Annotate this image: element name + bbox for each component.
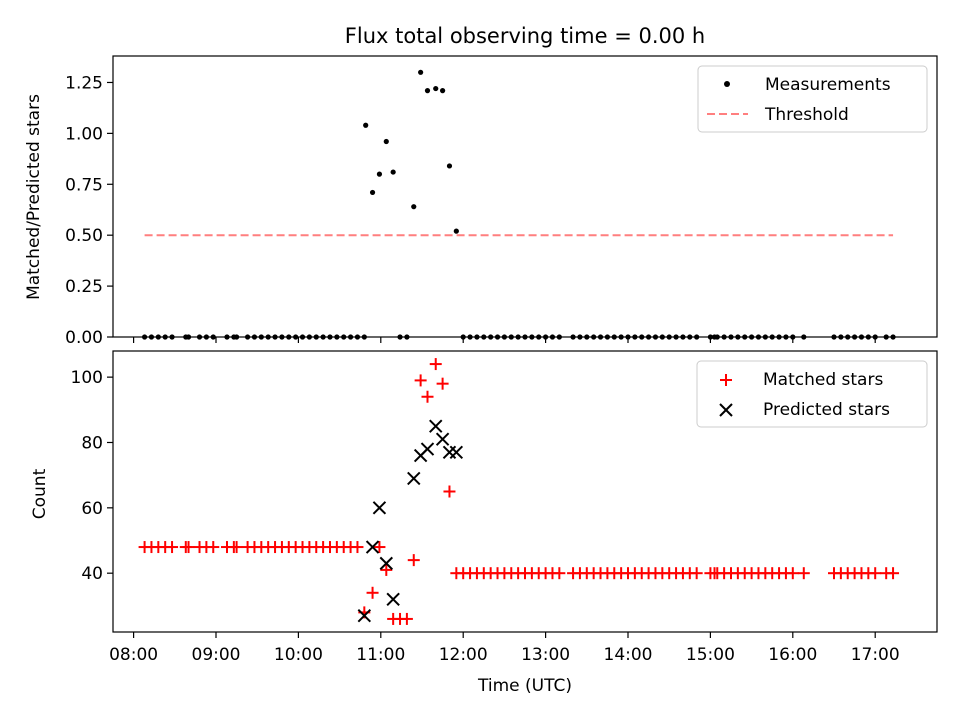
bottom-y-axis-label: Count xyxy=(30,468,50,519)
bottom-legend-box xyxy=(696,360,928,428)
top-panel: 0.00 0.25 0.50 0.75 1.00 1.25 Matched/Predict… xyxy=(24,55,938,348)
predicted-star-point-b xyxy=(372,501,387,515)
predicted-star-point xyxy=(365,540,380,554)
legend-predicted-label: Predicted stars xyxy=(763,400,890,420)
predicted-star-point-b xyxy=(386,592,400,607)
predicted-star-point xyxy=(386,592,400,607)
measurement-point xyxy=(440,88,446,94)
bottom-x-tick-label: 09:00 xyxy=(192,645,241,665)
bottom-y-tick-label: 40 xyxy=(81,564,103,584)
chart-title: Flux total observing time = 0.00 h xyxy=(345,24,705,48)
matched-star-point xyxy=(436,377,449,390)
legend-matched-label: Matched stars xyxy=(763,370,883,390)
measurement-point xyxy=(453,228,459,234)
bottom-legend: Matched stars Predicted stars xyxy=(696,360,928,428)
bottom-x-tick-label: 14:00 xyxy=(604,645,653,665)
bottom-y-tick-label: 60 xyxy=(81,499,103,519)
predicted-star-point xyxy=(372,501,387,515)
matched-star-point xyxy=(182,541,195,554)
bottom-axes-frame xyxy=(112,350,938,633)
bottom-x-tick-label: 17:00 xyxy=(851,645,900,665)
bottom-plot-marks xyxy=(138,358,900,625)
top-y-tick-label: 0.00 xyxy=(65,328,103,348)
matched-star-point xyxy=(207,541,220,554)
matched-star-point xyxy=(797,567,810,580)
matched-star-point xyxy=(786,567,799,580)
bottom-y-tick-label: 100 xyxy=(71,368,103,388)
predicted-star-point-b xyxy=(420,442,435,456)
predicted-star-point xyxy=(449,445,464,459)
matched-star-point xyxy=(380,563,393,576)
matched-star-point xyxy=(690,567,703,580)
matched-star-point xyxy=(400,612,413,625)
measurement-point xyxy=(433,85,439,92)
predicted-star-point-b xyxy=(365,540,380,554)
top-y-tick-label: 0.25 xyxy=(65,277,103,297)
legend-matched-marker xyxy=(720,374,732,386)
predicted-star-point xyxy=(379,556,394,571)
bottom-x-tick-label: 12:00 xyxy=(439,645,488,665)
predicted-star-point-b xyxy=(435,432,450,446)
top-plot-marks xyxy=(141,69,896,340)
predicted-star-point-b xyxy=(449,445,464,459)
bottom-x-tick-label: 11:00 xyxy=(356,645,405,665)
predicted-star-point xyxy=(429,419,443,433)
top-y-axis-label: Matched/Predicted stars xyxy=(24,94,44,300)
top-y-tick-label: 0.50 xyxy=(65,226,103,246)
predicted-star-point xyxy=(435,432,450,446)
top-legend: Measurements Threshold xyxy=(697,65,928,133)
matched-star-point xyxy=(373,541,386,554)
top-y-tick-label: 1.00 xyxy=(65,124,103,144)
matched-star-point xyxy=(887,567,900,580)
top-y-tick-label: 0.75 xyxy=(65,175,103,195)
measurement-point xyxy=(418,69,424,75)
predicted-star-point-b xyxy=(429,419,443,433)
measurement-point xyxy=(363,122,369,128)
matched-star-point xyxy=(230,541,243,554)
measurement-point xyxy=(369,189,376,196)
measurement-point xyxy=(376,171,383,177)
legend-measurements-label: Measurements xyxy=(765,75,891,95)
top-axes-frame xyxy=(112,55,938,338)
x-axis-label: Time (UTC) xyxy=(477,676,572,696)
matched-star-point xyxy=(869,567,882,580)
matched-star-point xyxy=(421,390,434,403)
top-y-tick-label: 1.25 xyxy=(65,73,103,93)
bottom-x-tick-label: 10:00 xyxy=(274,645,323,665)
matched-star-point xyxy=(443,485,456,498)
bottom-y-axis: 40 60 80 100 xyxy=(71,368,113,584)
bottom-panel: 40 60 80 100 08:00 09:00 10:00 11:00 12:00 13:00… xyxy=(30,350,938,696)
matched-star-point xyxy=(407,554,420,567)
bottom-y-tick-label: 80 xyxy=(81,433,103,453)
bottom-x-axis: 08:00 09:00 10:00 11:00 12:00 13:00 14:00 15:00… xyxy=(109,632,900,665)
measurement-point xyxy=(424,88,431,94)
bottom-x-tick-label: 13:00 xyxy=(521,645,570,665)
matched-star-point xyxy=(366,586,379,599)
measurement-point xyxy=(390,169,396,175)
top-x-axis-ticks xyxy=(133,337,876,343)
predicted-star-point xyxy=(420,442,435,456)
predicted-star-point-b xyxy=(357,608,372,623)
matched-star-point xyxy=(429,358,442,371)
matched-star-point xyxy=(414,374,427,387)
predicted-star-point-b xyxy=(379,556,394,571)
bottom-x-tick-label: 08:00 xyxy=(109,645,158,665)
bottom-x-tick-label: 16:00 xyxy=(768,645,817,665)
legend-threshold-label: Threshold xyxy=(764,105,849,125)
legend-predicted-marker xyxy=(719,403,733,417)
bottom-x-tick-label: 15:00 xyxy=(686,645,735,665)
matched-star-point xyxy=(553,567,566,580)
measurement-point xyxy=(383,138,389,145)
measurement-point xyxy=(411,204,417,210)
predicted-star-point-b xyxy=(407,471,421,486)
predicted-star-point xyxy=(407,471,421,486)
top-y-axis: 0.00 0.25 0.50 0.75 1.00 1.25 xyxy=(65,73,113,348)
measurement-point xyxy=(446,163,453,169)
matched-star-point xyxy=(166,541,179,554)
predicted-star-point xyxy=(357,608,372,623)
matched-star-point xyxy=(351,541,364,554)
top-legend-box xyxy=(697,65,928,133)
legend-measurements-marker xyxy=(724,81,730,87)
